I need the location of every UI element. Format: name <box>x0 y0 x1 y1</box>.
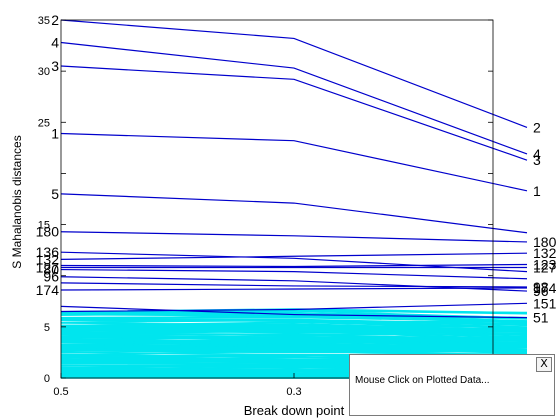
series-right-label: 180 <box>533 234 557 250</box>
series-left-label: 127 <box>36 260 60 276</box>
y-tick-label: 15 <box>38 220 50 232</box>
series-left-label: 3 <box>51 58 59 74</box>
series-right-label: 127 <box>533 260 557 276</box>
background-series-line[interactable] <box>60 349 528 353</box>
series-left-label: 80 <box>43 262 59 278</box>
series-left-label: 4 <box>51 35 59 51</box>
highlighted-series-line[interactable] <box>60 231 528 243</box>
series-right-label: 96 <box>533 283 549 299</box>
highlighted-series-line[interactable] <box>60 19 528 128</box>
series-right-label: 174 <box>533 280 557 296</box>
y-tick-label: 0 <box>44 373 50 385</box>
series-left-label: 1 <box>51 126 59 142</box>
highlighted-series-line[interactable] <box>60 263 528 268</box>
series-left-label: 136 <box>36 244 60 260</box>
series-left-label: 5 <box>51 186 59 202</box>
x-tick-label: 0.5 <box>53 386 68 398</box>
series-right-label: 98 <box>533 279 549 295</box>
highlighted-series-line[interactable] <box>60 305 528 319</box>
highlighted-series-line[interactable] <box>60 268 528 280</box>
y-axis-label: S Mahalanobis distances <box>10 135 24 268</box>
background-series-line[interactable] <box>60 341 528 344</box>
background-series-line[interactable] <box>60 343 528 355</box>
close-button[interactable]: X <box>536 357 552 372</box>
series-right-label: 123 <box>533 256 557 272</box>
highlighted-series-line[interactable] <box>60 252 528 260</box>
background-series-line[interactable] <box>60 323 528 333</box>
background-series-line[interactable] <box>60 335 528 342</box>
y-tick-label: 30 <box>38 66 50 78</box>
y-tick-label: 35 <box>38 15 50 27</box>
series-right-label: 151 <box>533 295 557 311</box>
background-series-line[interactable] <box>60 350 528 357</box>
background-series-line[interactable] <box>60 310 528 319</box>
x-axis-label: Break down point <box>244 403 345 418</box>
background-series-line[interactable] <box>60 319 528 328</box>
click-info-popup: X Mouse Click on Plotted Data... <box>349 354 555 416</box>
series-left-label: 180 <box>36 224 60 240</box>
y-tick-label: 25 <box>38 117 50 129</box>
background-series-line[interactable] <box>60 318 528 325</box>
series-left-label: 174 <box>36 282 60 298</box>
popup-message: Mouse Click on Plotted Data... <box>355 375 490 386</box>
highlighted-series-line[interactable] <box>60 302 528 313</box>
series-right-label: 3 <box>533 152 541 168</box>
background-series-line[interactable] <box>60 328 528 339</box>
highlighted-series-line[interactable] <box>60 282 528 288</box>
highlighted-series-line[interactable] <box>60 41 528 155</box>
series-right-label: 2 <box>533 119 541 135</box>
highlighted-series-line[interactable] <box>60 287 528 291</box>
highlighted-series-line[interactable] <box>60 132 528 192</box>
series-right-label: 132 <box>533 245 557 261</box>
background-series-line[interactable] <box>60 344 528 349</box>
background-series-line[interactable] <box>60 322 528 328</box>
series-left-label: 2 <box>51 12 59 28</box>
x-axis: 0.5 0.3 <box>53 373 302 398</box>
y-tick-label: 5 <box>44 322 50 334</box>
background-series-line[interactable] <box>60 314 528 324</box>
x-tick-label: 0.3 <box>286 386 301 398</box>
series-right-label: 4 <box>533 146 541 162</box>
highlighted-series-line[interactable] <box>60 193 528 234</box>
highlighted-series-group <box>60 19 528 319</box>
series-right-label: 51 <box>533 310 549 326</box>
highlighted-series-line[interactable] <box>60 65 528 161</box>
series-right-label: 1 <box>533 183 541 199</box>
plot-area-frame <box>60 19 494 379</box>
series-left-label: 132 <box>36 251 60 267</box>
highlighted-series-line[interactable] <box>60 251 528 273</box>
highlighted-series-line[interactable] <box>60 276 528 292</box>
series-left-label: 96 <box>43 269 59 285</box>
